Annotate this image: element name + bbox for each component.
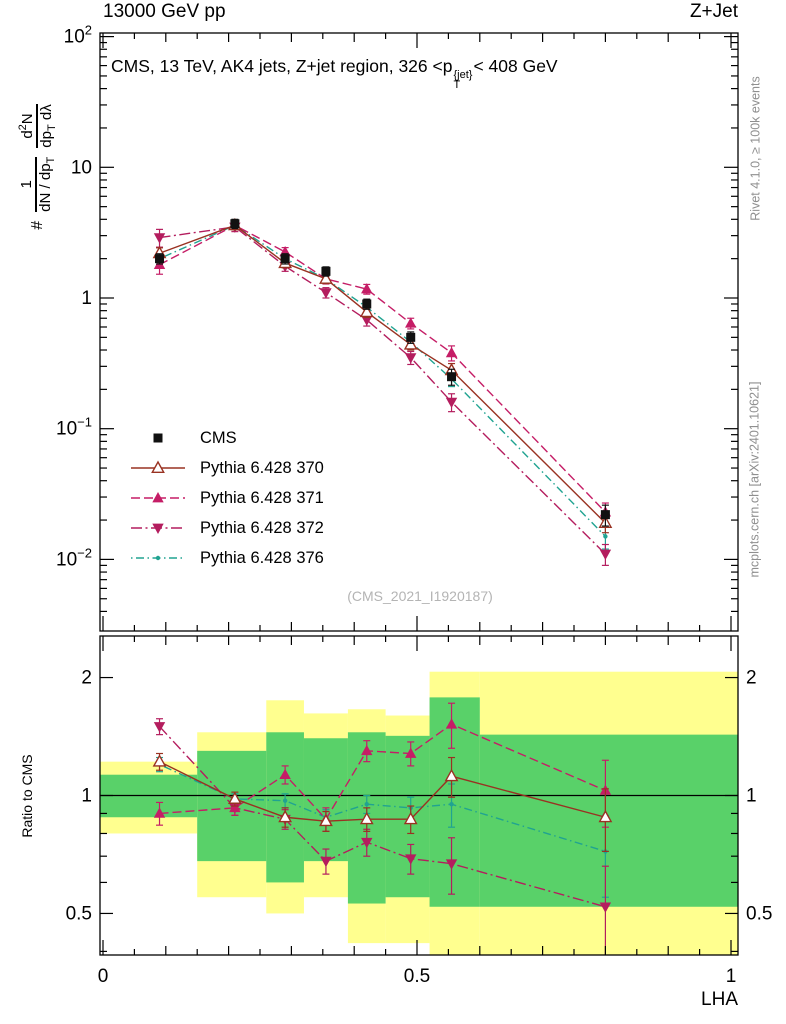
svg-text:102: 102	[64, 23, 92, 48]
plot-title-text: CMS, 13 TeV, AK4 jets, Z+jet region, 326…	[111, 56, 453, 76]
svg-text:1: 1	[81, 288, 92, 309]
pythia-376-line-sample	[129, 547, 187, 569]
legend-label: Pythia 6.428 371	[200, 488, 324, 507]
cms-marker-sample	[129, 427, 187, 449]
legend-label: Pythia 6.428 370	[200, 458, 324, 477]
ratio-series-1	[152, 752, 613, 852]
legend-label: Pythia 6.428 372	[200, 518, 324, 537]
svg-text:10: 10	[71, 157, 92, 178]
svg-text:0: 0	[98, 966, 109, 987]
svg-text:0.5: 0.5	[746, 903, 772, 924]
pt-jet-superscript: {jet}	[453, 69, 473, 81]
ratio-uncertainty-bands	[100, 671, 738, 955]
svg-text:0.5: 0.5	[404, 966, 430, 987]
legend: CMS Pythia 6.428 370 Pythia 6.428 371 Py…	[129, 423, 324, 573]
legend-label: Pythia 6.428 376	[200, 548, 324, 567]
svg-text:0.5: 0.5	[66, 903, 92, 924]
pythia-370-line-sample	[129, 457, 187, 479]
plot-title-text-end: < 408 GeV	[473, 56, 558, 76]
mcplots-note: mcplots.cern.ch [arXiv:2401.10621]	[747, 381, 762, 578]
main-frame	[99, 32, 739, 632]
legend-item-pythia-376: Pythia 6.428 376	[129, 543, 324, 573]
svg-text:10−1: 10−1	[56, 415, 92, 440]
svg-text:1: 1	[726, 966, 737, 987]
beam-energy-label: 13000 GeV pp	[103, 1, 226, 22]
main-series-0	[155, 218, 610, 527]
analysis-id-watermark: (CMS_2021_I1920187)	[347, 588, 493, 604]
svg-text:2: 2	[81, 668, 92, 689]
legend-label: CMS	[200, 428, 237, 447]
ylabel-hash: #	[29, 220, 46, 230]
process-label: Z+Jet	[689, 1, 738, 22]
legend-item-cms: CMS	[129, 423, 324, 453]
y-axis-label: # 1 dN / dpT d2N dpT dλ	[6, 32, 70, 302]
legend-item-pythia-370: Pythia 6.428 370	[129, 453, 324, 483]
legend-item-pythia-372: Pythia 6.428 372	[129, 513, 324, 543]
pythia-372-line-sample	[129, 517, 187, 539]
pythia-371-line-sample	[129, 487, 187, 509]
ylabel-fraction-1: 1 dN / dpT	[17, 156, 57, 212]
x-axis-label: LHA	[701, 989, 738, 1010]
svg-text:1: 1	[746, 786, 757, 807]
plot-title: CMS, 13 TeV, AK4 jets, Z+jet region, 326…	[111, 56, 558, 91]
ylabel-fraction-2: d2N dpT dλ	[16, 104, 58, 148]
legend-item-pythia-371: Pythia 6.428 371	[129, 483, 324, 513]
svg-text:10−2: 10−2	[56, 545, 92, 570]
pt-jet-subscript: T	[453, 79, 461, 91]
svg-text:2: 2	[746, 668, 757, 689]
svg-text:1: 1	[81, 786, 92, 807]
pt-jet-symbol: {jet} T	[453, 69, 473, 91]
rivet-version-note: Rivet 4.1.0, ≥ 100k events	[748, 76, 763, 221]
ratio-axis-label: Ratio to CMS	[19, 754, 35, 838]
ratio-series-3	[153, 718, 612, 955]
